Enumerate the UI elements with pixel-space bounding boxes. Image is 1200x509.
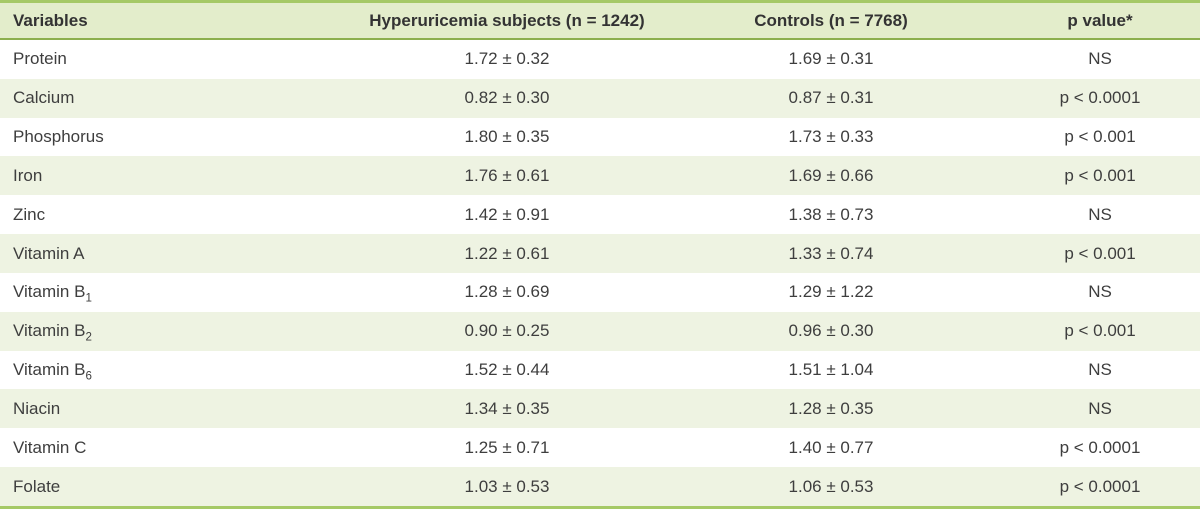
p-value-cell: NS [1000, 39, 1200, 79]
variable-cell: Vitamin B6 [0, 350, 352, 390]
table-row: Protein 1.72 ± 0.32 1.69 ± 0.31 NS [0, 39, 1200, 79]
p-value-cell: p < 0.0001 [1000, 428, 1200, 468]
variable-cell: Vitamin A [0, 234, 352, 273]
table-header: Variables Hyperuricemia subjects (n = 12… [0, 1, 1200, 40]
table-body: Protein 1.72 ± 0.32 1.69 ± 0.31 NS Calcium 0.… [0, 39, 1200, 508]
header-p-value: p value* [1000, 1, 1200, 40]
p-value-cell: NS [1000, 389, 1200, 429]
controls-value-cell: 1.33 ± 0.74 [662, 234, 1000, 273]
variable-subscript: 6 [85, 370, 92, 383]
header-hyperuricemia: Hyperuricemia subjects (n = 1242) [352, 1, 662, 40]
controls-value-cell: 1.73 ± 0.33 [662, 117, 1000, 157]
controls-value-cell: 1.06 ± 0.53 [662, 467, 1000, 508]
p-value-cell: p < 0.0001 [1000, 78, 1200, 118]
controls-value-cell: 1.69 ± 0.66 [662, 156, 1000, 196]
variable-cell: Protein [0, 39, 352, 79]
hyperuricemia-value-cell: 1.80 ± 0.35 [352, 117, 662, 157]
hyperuricemia-value-cell: 1.03 ± 0.53 [352, 467, 662, 508]
table-row: Folate 1.03 ± 0.53 1.06 ± 0.53 p < 0.0001 [0, 467, 1200, 508]
variable-cell: Vitamin B1 [0, 272, 352, 312]
controls-value-cell: 0.96 ± 0.30 [662, 311, 1000, 351]
variable-cell: Niacin [0, 389, 352, 429]
variable-cell: Vitamin C [0, 428, 352, 468]
controls-value-cell: 1.38 ± 0.73 [662, 195, 1000, 235]
variable-cell: Phosphorus [0, 117, 352, 157]
table-row: Vitamin B6 1.52 ± 0.44 1.51 ± 1.04 NS [0, 350, 1200, 390]
hyperuricemia-value-cell: 1.52 ± 0.44 [352, 350, 662, 390]
p-value-cell: p < 0.001 [1000, 234, 1200, 273]
table-row: Vitamin A 1.22 ± 0.61 1.33 ± 0.74 p < 0.001 [0, 234, 1200, 273]
controls-value-cell: 1.29 ± 1.22 [662, 272, 1000, 312]
hyperuricemia-value-cell: 0.90 ± 0.25 [352, 311, 662, 351]
hyperuricemia-value-cell: 1.22 ± 0.61 [352, 234, 662, 273]
variable-subscript: 2 [85, 331, 92, 344]
controls-value-cell: 1.40 ± 0.77 [662, 428, 1000, 468]
variable-cell: Iron [0, 156, 352, 196]
hyperuricemia-value-cell: 1.25 ± 0.71 [352, 428, 662, 468]
p-value-cell: NS [1000, 195, 1200, 235]
header-row: Variables Hyperuricemia subjects (n = 12… [0, 1, 1200, 40]
variable-cell: Zinc [0, 195, 352, 235]
controls-value-cell: 1.28 ± 0.35 [662, 389, 1000, 429]
hyperuricemia-value-cell: 1.76 ± 0.61 [352, 156, 662, 196]
variable-cell: Vitamin B2 [0, 311, 352, 351]
variable-subscript: 1 [85, 292, 92, 305]
controls-value-cell: 0.87 ± 0.31 [662, 78, 1000, 118]
header-controls: Controls (n = 7768) [662, 1, 1000, 40]
controls-value-cell: 1.69 ± 0.31 [662, 39, 1000, 79]
hyperuricemia-value-cell: 0.82 ± 0.30 [352, 78, 662, 118]
p-value-cell: p < 0.001 [1000, 156, 1200, 196]
p-value-cell: p < 0.0001 [1000, 467, 1200, 508]
hyperuricemia-value-cell: 1.42 ± 0.91 [352, 195, 662, 235]
table-row: Phosphorus 1.80 ± 0.35 1.73 ± 0.33 p < 0.00… [0, 117, 1200, 157]
table-row: Niacin 1.34 ± 0.35 1.28 ± 0.35 NS [0, 389, 1200, 429]
variable-cell: Folate [0, 467, 352, 508]
hyperuricemia-value-cell: 1.72 ± 0.32 [352, 39, 662, 79]
hyperuricemia-value-cell: 1.28 ± 0.69 [352, 272, 662, 312]
table-row: Zinc 1.42 ± 0.91 1.38 ± 0.73 NS [0, 195, 1200, 235]
table-row: Iron 1.76 ± 0.61 1.69 ± 0.66 p < 0.001 [0, 156, 1200, 196]
table-row: Vitamin B1 1.28 ± 0.69 1.29 ± 1.22 NS [0, 272, 1200, 312]
p-value-cell: NS [1000, 350, 1200, 390]
table-row: Calcium 0.82 ± 0.30 0.87 ± 0.31 p < 0.0001 [0, 78, 1200, 118]
controls-value-cell: 1.51 ± 1.04 [662, 350, 1000, 390]
table-row: Vitamin B2 0.90 ± 0.25 0.96 ± 0.30 p < 0.00… [0, 311, 1200, 351]
p-value-cell: p < 0.001 [1000, 311, 1200, 351]
p-value-cell: NS [1000, 272, 1200, 312]
hyperuricemia-value-cell: 1.34 ± 0.35 [352, 389, 662, 429]
variable-cell: Calcium [0, 78, 352, 118]
header-variables: Variables [0, 1, 352, 40]
p-value-cell: p < 0.001 [1000, 117, 1200, 157]
table-row: Vitamin C 1.25 ± 0.71 1.40 ± 0.77 p < 0.000… [0, 428, 1200, 468]
